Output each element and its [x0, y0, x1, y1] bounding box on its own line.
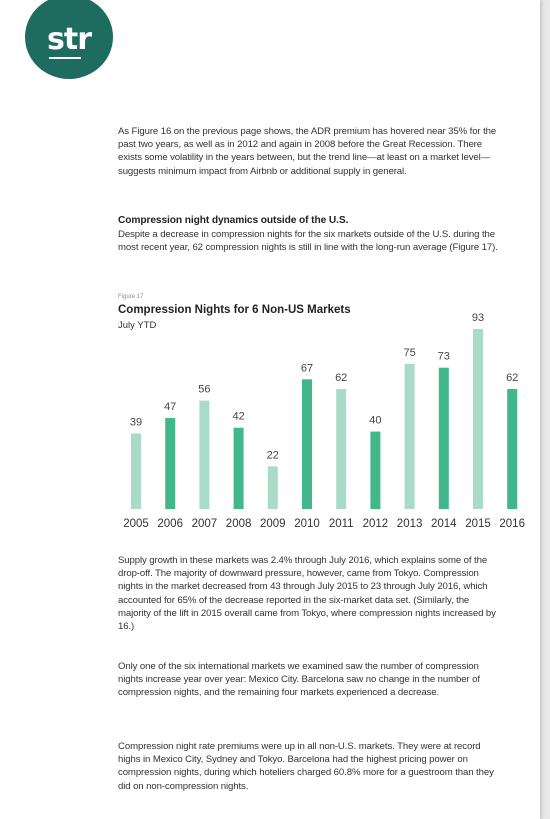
x-tick-2008: 2008 [226, 518, 252, 530]
figure-label: Figure 17 [118, 294, 144, 300]
intro-paragraph: As Figure 16 on the previous page shows,… [118, 126, 497, 177]
bar-2014 [438, 367, 449, 509]
x-tick-2016: 2016 [499, 518, 525, 530]
bar-2009 [267, 466, 278, 509]
x-tick-2006: 2006 [157, 518, 183, 530]
chart-subtitle: July YTD [118, 320, 157, 331]
chart-title: Compression Nights for 6 Non-US Markets [118, 304, 351, 316]
bar-2010 [302, 379, 312, 509]
x-tick-2012: 2012 [363, 518, 389, 530]
x-tick-2010: 2010 [294, 518, 320, 530]
section-heading: Compression night dynamics outside of th… [118, 215, 349, 226]
premiums-paragraph: Compression night rate premiums were up … [118, 741, 494, 792]
bar-2012 [370, 431, 381, 509]
x-tick-2013: 2013 [397, 518, 423, 530]
x-tick-2005: 2005 [123, 518, 149, 530]
value-label-2013: 75 [403, 347, 415, 359]
bar-2013 [404, 363, 415, 509]
bar-2015 [473, 329, 483, 509]
value-label-2010: 67 [301, 362, 313, 374]
value-label-2016: 62 [506, 372, 518, 384]
x-tick-2014: 2014 [431, 518, 457, 530]
value-label-2015: 93 [472, 312, 484, 324]
bar-2016 [507, 389, 518, 509]
bar-2011 [336, 389, 347, 509]
compression-nights-bar-chart: 39 2005 47 2006 56 2007 42 2008 22 2009 67 2010 62 20… [123, 312, 525, 530]
supply-paragraph: Supply growth in these markets was 2.4% … [118, 555, 496, 633]
str-logo: str [25, 0, 113, 79]
x-tick-2009: 2009 [260, 518, 286, 530]
logo-text: str [47, 21, 92, 59]
x-tick-2015: 2015 [465, 518, 491, 530]
bar-2006 [165, 418, 176, 509]
value-label-2014: 73 [438, 351, 450, 363]
x-tick-2011: 2011 [329, 518, 354, 530]
value-label-2009: 22 [267, 449, 279, 461]
value-label-2008: 42 [232, 411, 244, 423]
value-label-2005: 39 [130, 417, 142, 429]
value-label-2011: 62 [335, 372, 347, 384]
value-label-2012: 40 [369, 415, 381, 427]
section-paragraph: Despite a decrease in compression nights… [118, 229, 498, 254]
x-tick-2007: 2007 [192, 518, 218, 530]
value-label-2007: 56 [198, 384, 210, 396]
value-label-2006: 47 [164, 401, 176, 413]
bar-2008 [233, 427, 244, 509]
international-paragraph: Only one of the six international market… [118, 661, 480, 699]
bar-2007 [199, 400, 210, 509]
bar-2005 [131, 433, 141, 509]
